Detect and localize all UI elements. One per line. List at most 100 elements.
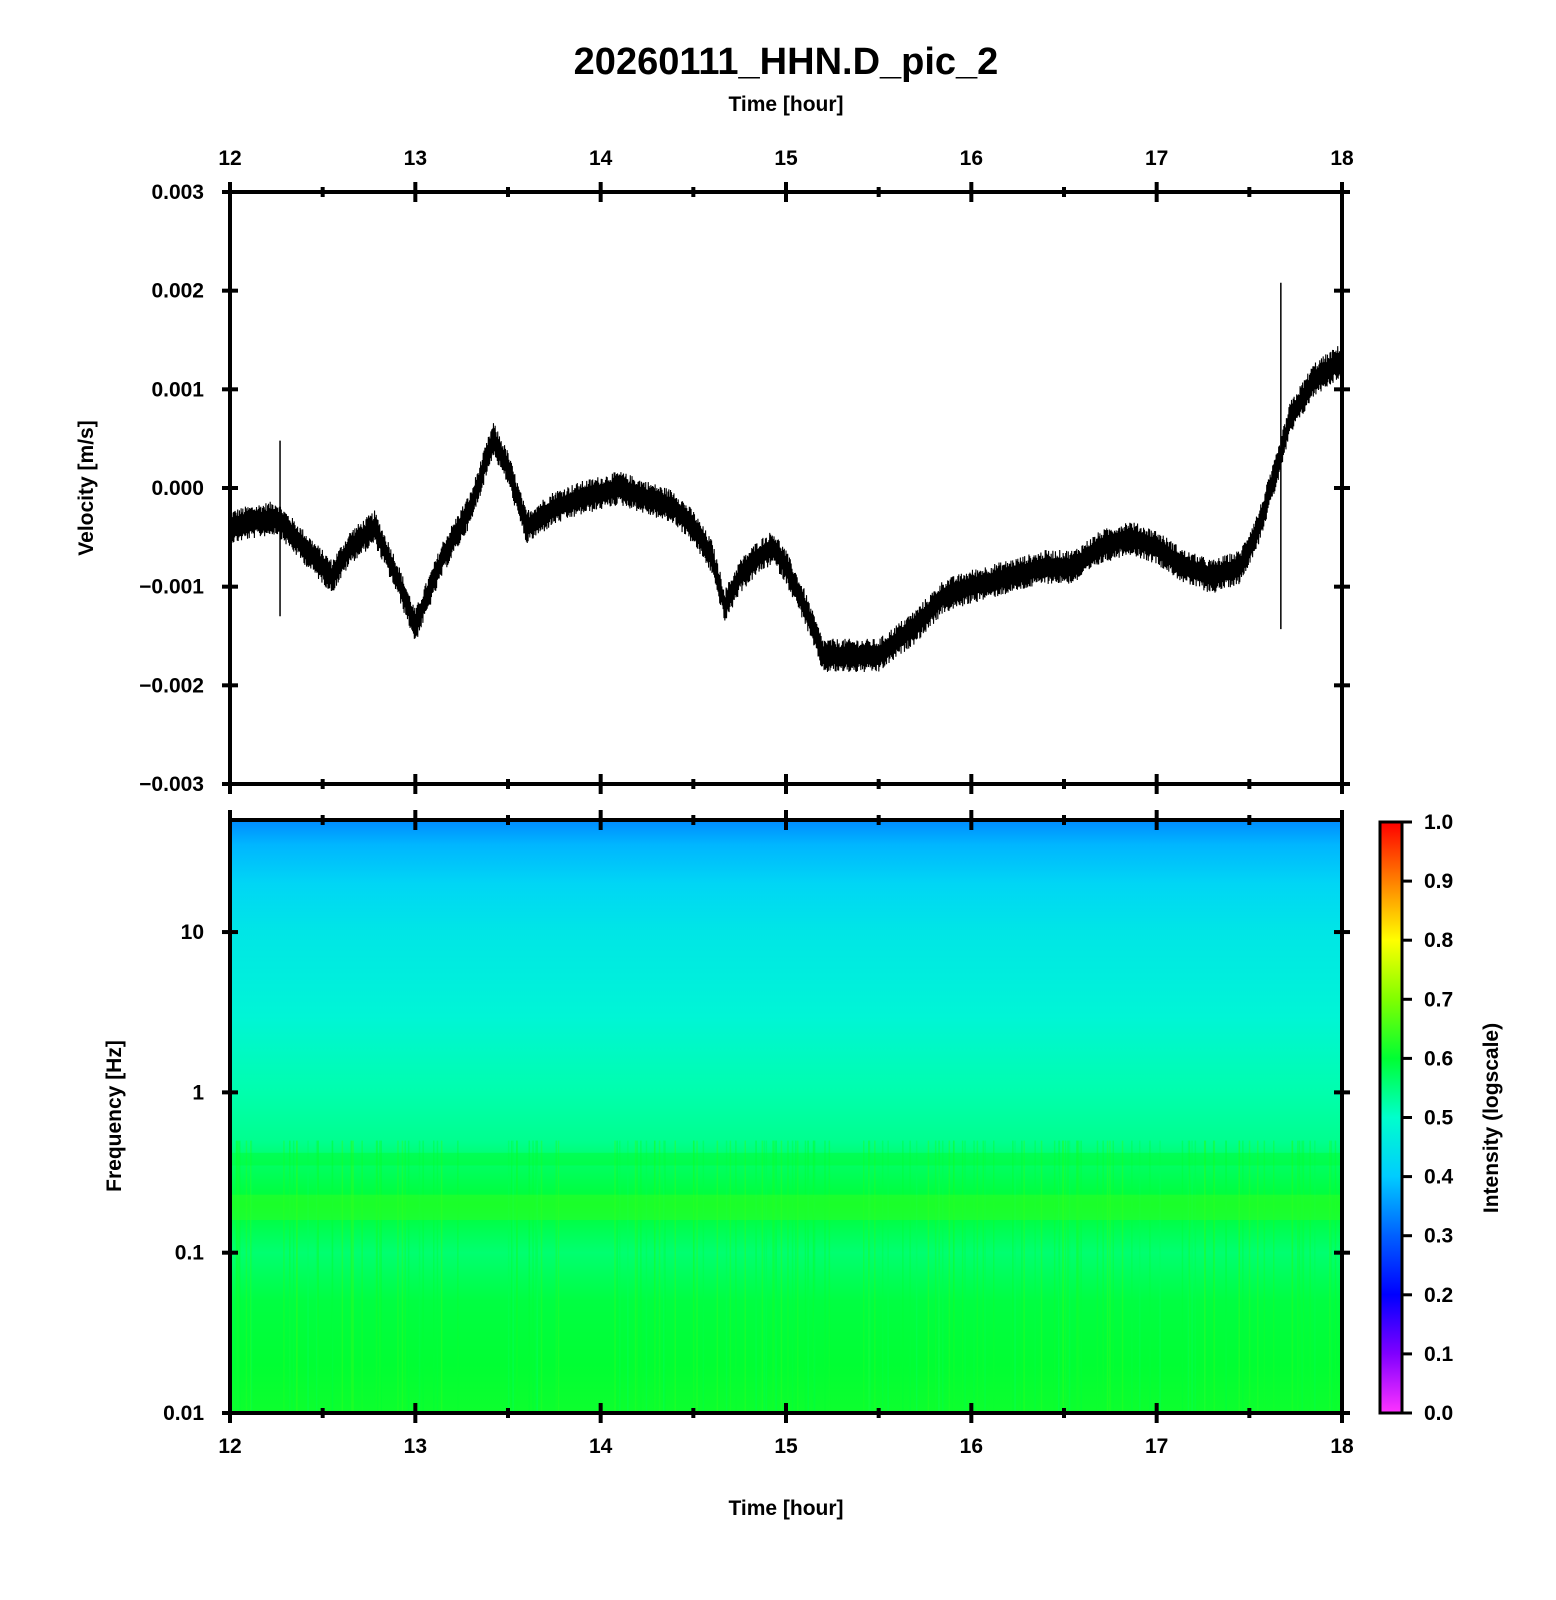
spectrogram-x-tick-label: 13	[404, 1435, 427, 1458]
spectrogram-stripe	[1058, 1140, 1061, 1413]
spectrogram-stripe	[927, 1140, 930, 1413]
spectrogram-stripe	[239, 1140, 241, 1413]
spectrogram-stripe	[536, 1140, 538, 1413]
spectrogram-stripe	[1062, 1140, 1064, 1413]
spectrogram-stripe	[1334, 1140, 1337, 1413]
spectrogram-x-tick-label: 15	[774, 1435, 798, 1458]
spectrogram-stripe	[457, 1140, 459, 1413]
spectrogram-stripe	[1204, 1140, 1206, 1413]
spectrogram-stripe	[296, 1140, 298, 1413]
spectrogram-stripe	[1242, 1140, 1244, 1413]
spectrogram-stripe	[317, 1140, 319, 1413]
spectrogram-y-tick-label: 0.1	[175, 1242, 205, 1265]
velocity-panel-frame	[228, 190, 1344, 786]
spectrogram-stripe	[915, 1140, 918, 1413]
spectrogram-stripe	[557, 1140, 560, 1413]
spectrogram-stripe	[236, 1140, 239, 1413]
spectrogram-stripe	[795, 1140, 797, 1413]
spectrogram-stripe	[1257, 1140, 1259, 1413]
spectrogram-stripe	[725, 1140, 728, 1413]
spectrogram-stripe	[807, 1140, 809, 1413]
spectrogram-stripe	[804, 1140, 807, 1413]
spectrogram-stripe	[627, 1140, 629, 1413]
spectrogram-stripe	[654, 1140, 656, 1413]
spectrogram-stripe	[942, 1140, 944, 1413]
spectrogram-stripe	[507, 1140, 510, 1413]
spectrogram-stripe	[361, 1140, 363, 1413]
spectrogram-stripe	[948, 1140, 951, 1413]
spectrogram-stripe	[813, 1140, 815, 1413]
spectrogram-stripe	[250, 1140, 253, 1413]
spectrogram-stripe	[1297, 1140, 1299, 1413]
spectrogram-stripe	[250, 1140, 252, 1413]
spectrogram-stripe	[729, 1140, 732, 1413]
spectrogram-stripe	[909, 1140, 911, 1413]
spectrogram-stripe	[868, 1140, 870, 1413]
spectrogram-y-tick-label: 10	[181, 921, 204, 944]
spectrogram-stripe	[315, 1140, 318, 1413]
spectrogram-stripe	[1238, 1140, 1241, 1413]
spectrogram-stripe	[1330, 1140, 1333, 1413]
spectrogram-stripe	[532, 1140, 534, 1413]
spectrogram-stripe	[1121, 1140, 1124, 1413]
spectrogram-stripe	[868, 1140, 871, 1413]
spectrogram-stripe	[887, 1140, 889, 1413]
spectrogram-stripe	[902, 1140, 904, 1413]
spectrogram-stripe	[1263, 1140, 1266, 1413]
spectrogram-stripe	[934, 1140, 937, 1413]
spectrogram-stripe	[1301, 1140, 1303, 1413]
spectrogram-stripe	[1067, 1140, 1069, 1413]
spectrogram-stripe	[1078, 1140, 1080, 1413]
spectrogram-x-tick-label: 16	[960, 1435, 983, 1458]
spectrogram-stripe	[516, 1140, 518, 1413]
colorbar-ticks: 0.0 0.1 0.2 0.3 0.4 0.5 0.6 0.7 0.8 0.9 1.0	[1402, 811, 1454, 1425]
velocity-y-tick-label: 0.002	[151, 280, 204, 303]
spectrogram-stripe	[1225, 1140, 1227, 1413]
velocity-y-tick-label: 0.001	[151, 378, 204, 401]
spectrogram-stripe	[1096, 1140, 1099, 1413]
spectrogram-stripe	[1248, 1140, 1251, 1413]
spectrogram-stripe	[376, 1140, 378, 1413]
spectrogram-stripe	[1213, 1140, 1216, 1413]
spectrogram-stripe	[702, 1140, 705, 1413]
spectrogram-stripe	[696, 1140, 698, 1413]
spectrogram-stripe	[772, 1140, 774, 1413]
spectrogram-stripe	[1187, 1140, 1190, 1413]
spectrogram-band	[230, 1194, 1342, 1220]
spectrogram-stripe	[1064, 1140, 1067, 1413]
spectrogram-stripe	[418, 1140, 421, 1413]
velocity-y-tick-label: 0.000	[151, 477, 204, 500]
spectrogram-stripe	[653, 1140, 656, 1413]
spectrogram-stripe	[1191, 1140, 1193, 1413]
spectrogram-stripe	[1291, 1140, 1294, 1413]
spectrogram-stripe	[828, 1140, 831, 1413]
spectrogram-stripe	[1314, 1140, 1316, 1413]
spectrogram-stripe	[692, 1140, 695, 1413]
spectrogram-stripe	[961, 1140, 964, 1413]
spectrogram-stripe	[317, 1140, 319, 1413]
spectrogram-stripe	[640, 1140, 642, 1413]
spectrogram-stripe	[1112, 1140, 1114, 1413]
spectrogram-band	[230, 1152, 1342, 1166]
spectrogram-stripe	[1329, 1140, 1331, 1413]
spectrogram-stripe	[375, 1140, 378, 1413]
spectrogram-stripe	[512, 1140, 514, 1413]
spectrogram-stripe	[296, 1140, 298, 1413]
spectrogram-stripe	[881, 1140, 884, 1413]
spectrogram-stripe	[350, 1140, 352, 1413]
colorbar-tick-label: 0.2	[1424, 1284, 1453, 1307]
spectrogram-stripe	[555, 1140, 557, 1413]
spectrogram-stripe	[780, 1140, 783, 1413]
spectrogram-stripe	[938, 1140, 940, 1413]
spectrogram-stripe	[787, 1140, 789, 1413]
velocity-x-ticks: 12 13 14 15 16 17 18	[218, 147, 1354, 794]
spectrogram-stripe	[236, 1140, 238, 1413]
spectrogram-stripe	[664, 1140, 666, 1413]
spectrogram-stripe	[658, 1140, 661, 1413]
velocity-panel: 12 13 14 15 16 17 18 0.003 0.002 0.001 0.000 −0.00…	[75, 147, 1354, 796]
colorbar-tick-label: 0.8	[1424, 929, 1454, 952]
colorbar-tick-label: 0.7	[1424, 988, 1453, 1011]
spectrogram-stripe	[952, 1140, 955, 1413]
spectrogram-heatmap	[230, 820, 1342, 1413]
